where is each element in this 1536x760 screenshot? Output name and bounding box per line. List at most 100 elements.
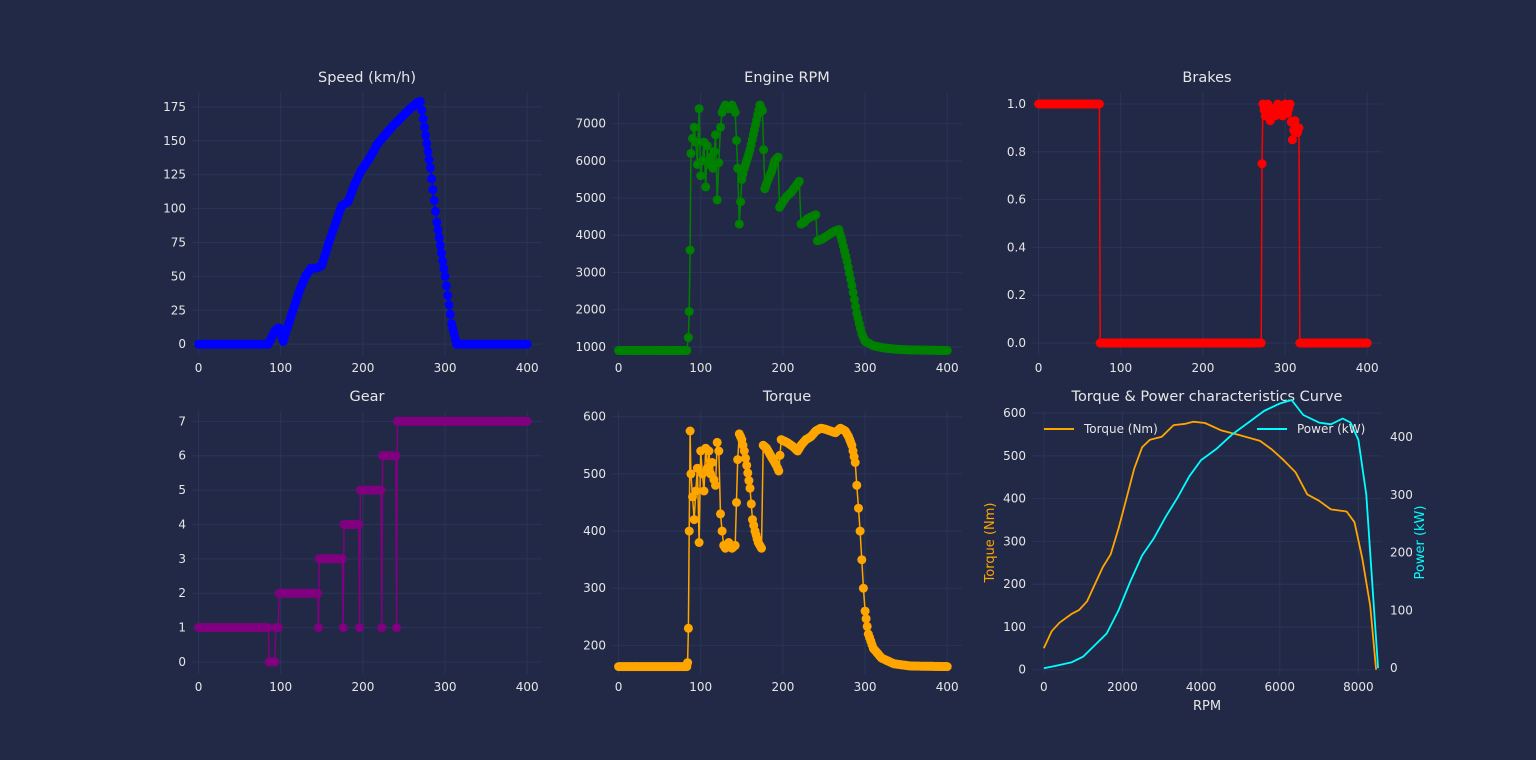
x-tick-label: 4000	[1186, 680, 1217, 694]
data-point	[741, 453, 750, 463]
x-tick-label: 200	[1191, 361, 1214, 375]
data-point	[422, 139, 432, 148]
y-tick-label: 0	[1018, 663, 1026, 677]
chart-title: Torque & Power characteristics Curve	[1071, 389, 1343, 405]
data-point	[757, 543, 766, 553]
data-point	[694, 104, 704, 114]
data-point	[1287, 135, 1297, 145]
data-point	[734, 219, 744, 229]
chart-title: Brakes	[1182, 70, 1231, 86]
x-tick-label: 200	[351, 361, 374, 375]
data-point	[1294, 123, 1304, 133]
chart-title: Engine RPM	[744, 70, 830, 86]
chart-torque: 0 100 200 300 400 200 300 400 500 600 Torque	[583, 389, 962, 694]
legend-label: Power (kW)	[1297, 422, 1365, 436]
data-point	[757, 106, 767, 116]
y-tick-label: 400	[1003, 492, 1026, 506]
y-tick-label: 300	[583, 581, 606, 595]
data-point	[759, 145, 769, 155]
data-point	[1362, 338, 1372, 348]
data-point	[717, 526, 727, 536]
data-point	[774, 466, 784, 476]
data-point	[377, 623, 387, 633]
data-point	[684, 526, 694, 536]
data-point	[424, 155, 434, 165]
data-point	[691, 137, 701, 147]
data-point	[418, 114, 428, 124]
y2-tick-label: 200	[1390, 546, 1413, 560]
legend-label: Torque (Nm)	[1083, 422, 1158, 436]
data-point	[440, 271, 450, 281]
x-tick-label: 300	[434, 680, 457, 694]
y-tick-label: 500	[583, 467, 606, 481]
x-tick-label: 0	[1035, 361, 1043, 375]
data-point	[683, 333, 693, 342]
data-point	[423, 147, 433, 157]
data-point	[686, 148, 696, 158]
y-tick-label: 300	[1003, 534, 1026, 548]
data-point	[861, 614, 871, 624]
x-tick-label: 300	[854, 680, 877, 694]
y-tick-label: 7	[178, 414, 186, 428]
data-point	[852, 480, 862, 490]
data-point	[683, 658, 693, 668]
data-point	[708, 163, 718, 173]
data-point	[732, 498, 741, 507]
data-point	[432, 217, 442, 227]
data-point	[854, 503, 863, 513]
data-point	[851, 301, 861, 311]
y-tick-label: 7000	[575, 117, 606, 131]
y-tick-label: 0.8	[1007, 145, 1026, 159]
data-point	[443, 290, 453, 300]
x-tick-label: 0	[615, 361, 623, 375]
data-point	[263, 623, 273, 633]
data-point	[428, 185, 438, 195]
data-point	[701, 182, 711, 192]
legend-power: Power (kW)	[1257, 422, 1365, 436]
data-point	[848, 287, 858, 297]
data-point	[694, 538, 704, 547]
data-point	[391, 451, 401, 461]
data-point	[354, 520, 364, 529]
x-tick-label: 300	[1274, 361, 1297, 375]
data-point	[417, 105, 427, 115]
data-point	[811, 210, 821, 220]
y-tick-label: 5000	[575, 191, 606, 205]
data-point	[337, 554, 347, 564]
data-point	[709, 147, 719, 156]
data-point	[730, 108, 740, 117]
y-tick-label: 1.0	[1007, 97, 1026, 111]
y-tick-label: 0.6	[1007, 193, 1026, 207]
x-tick-label: 100	[269, 680, 292, 694]
y-tick-label: 3	[178, 552, 186, 566]
data-point	[439, 264, 449, 274]
data-point	[716, 122, 725, 132]
data-point	[711, 130, 720, 140]
y-tick-label: 5	[178, 483, 186, 497]
data-point	[682, 346, 692, 355]
y-tick-label: 50	[171, 269, 186, 283]
data-point	[685, 245, 695, 255]
data-point	[696, 171, 706, 181]
y2-tick-label: 400	[1390, 430, 1413, 444]
data-point	[435, 240, 445, 250]
y-axis-label: Torque (Nm)	[983, 503, 998, 584]
x-tick-label: 0	[195, 680, 203, 694]
x-tick-label: 100	[689, 361, 712, 375]
x-tick-label: 0	[615, 680, 623, 694]
y-tick-label: 200	[583, 638, 606, 652]
data-point	[425, 163, 435, 173]
data-point	[850, 458, 860, 467]
y-tick-label: 0.4	[1007, 240, 1026, 254]
data-point	[773, 152, 783, 162]
data-point	[714, 446, 724, 456]
data-point	[376, 485, 386, 495]
data-point	[942, 662, 952, 672]
data-point	[689, 122, 699, 132]
data-point	[270, 657, 280, 667]
y-tick-label: 125	[163, 168, 186, 182]
x-tick-label: 300	[434, 361, 457, 375]
data-point	[736, 197, 746, 207]
x-tick-label: 100	[1109, 361, 1132, 375]
